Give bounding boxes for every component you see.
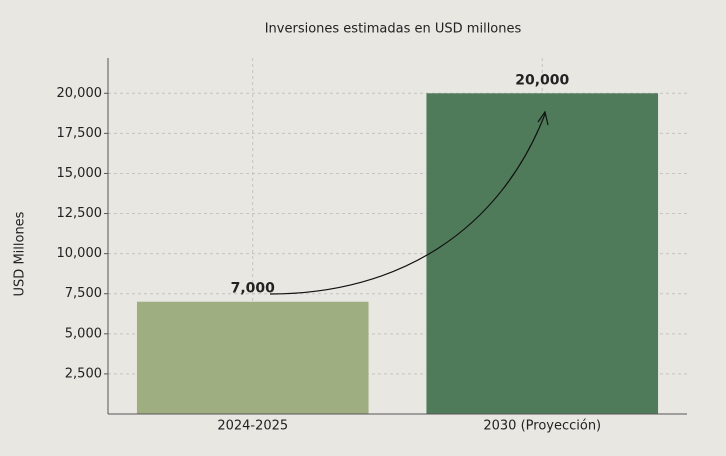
- y-tick-label: 5,000: [65, 326, 102, 341]
- value-label: 7,000: [231, 281, 276, 297]
- chart-title: Inversiones estimadas en USD millones: [265, 22, 522, 37]
- y-tick-label: 12,500: [57, 206, 103, 221]
- arrow-head: [537, 110, 549, 126]
- x-tick-label: 2030 (Proyección): [483, 419, 601, 434]
- y-axis-label: USD Millones: [13, 211, 28, 296]
- bar: [426, 93, 659, 414]
- trend-arrow: [269, 113, 546, 295]
- y-tick-label: 2,500: [65, 366, 102, 381]
- bar: [136, 301, 369, 414]
- y-tick-label: 10,000: [57, 246, 103, 261]
- x-tick-label: 2024-2025: [217, 419, 288, 434]
- y-tick-label: 17,500: [57, 126, 103, 141]
- y-tick-label: 7,500: [65, 286, 102, 301]
- y-tick-label: 15,000: [57, 166, 103, 181]
- value-label: 20,000: [515, 72, 569, 88]
- y-tick-label: 20,000: [57, 86, 103, 101]
